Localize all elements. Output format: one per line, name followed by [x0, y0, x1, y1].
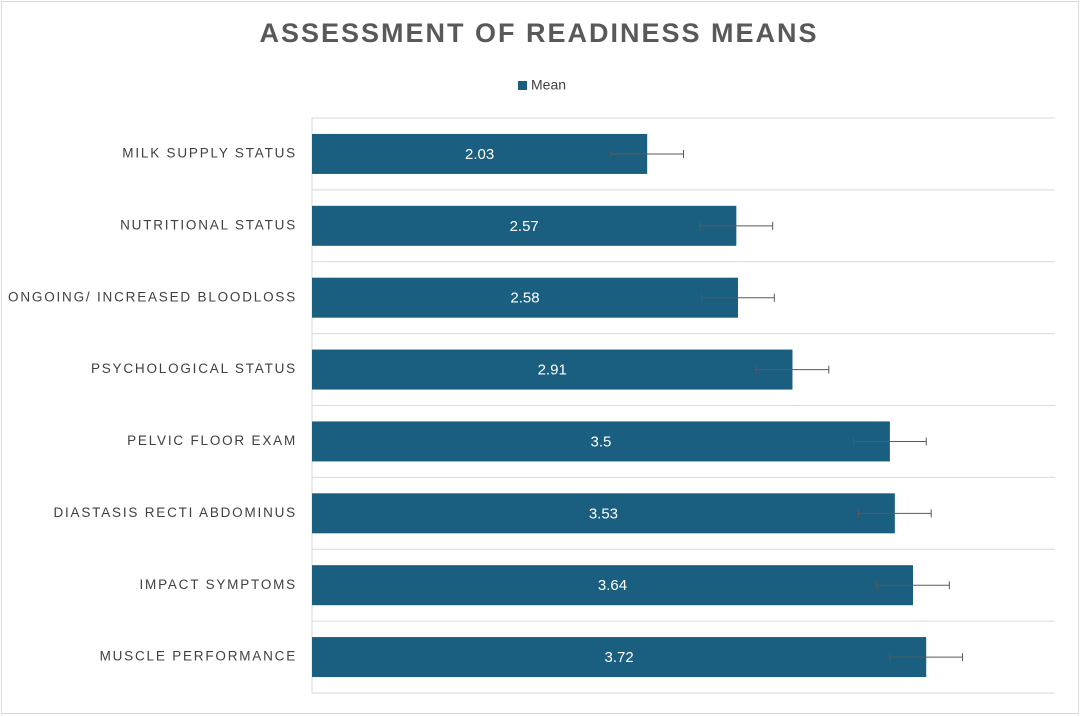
data-label: 3.72 — [605, 649, 634, 666]
y-tick-label: PSYCHOLOGICAL STATUS — [91, 361, 297, 376]
error-bar — [701, 293, 775, 302]
legend-swatch — [518, 81, 527, 90]
error-bar — [699, 221, 774, 230]
y-tick-label: DIASTASIS RECTI ABDOMINUS — [53, 505, 297, 520]
error-bar — [876, 581, 950, 590]
data-label: 2.03 — [465, 146, 494, 163]
y-tick-label: PELVIC FLOOR EXAM — [127, 433, 297, 448]
error-bar — [853, 437, 927, 446]
bar — [312, 493, 895, 534]
bar — [312, 565, 914, 606]
bar — [312, 205, 737, 246]
data-label: 2.91 — [538, 362, 567, 379]
chart-title: ASSESSMENT OF READINESS MEANS — [259, 18, 818, 48]
data-label: 3.5 — [591, 433, 612, 450]
y-tick-label: NUTRITIONAL STATUS — [120, 217, 297, 232]
y-tick-label: MILK SUPPLY STATUS — [122, 146, 297, 161]
data-label: 3.53 — [589, 505, 618, 522]
data-label: 3.64 — [598, 577, 627, 594]
legend-label: Mean — [531, 77, 566, 93]
error-bar — [755, 365, 830, 374]
bar — [312, 421, 890, 462]
y-tick-label: MUSCLE PERFORMANCE — [100, 649, 297, 664]
error-bar — [858, 509, 932, 518]
bar — [312, 637, 927, 678]
data-label: 2.57 — [510, 218, 539, 235]
bar — [312, 133, 648, 174]
y-tick-label: IMPACT SYMPTOMS — [139, 577, 297, 592]
bar — [312, 277, 738, 318]
error-bar — [610, 149, 684, 158]
y-tick-label: ONGOING/ INCREASED BLOODLOSS — [8, 289, 297, 304]
error-bar — [889, 653, 964, 662]
bar — [312, 349, 793, 390]
data-label: 2.58 — [510, 290, 539, 307]
